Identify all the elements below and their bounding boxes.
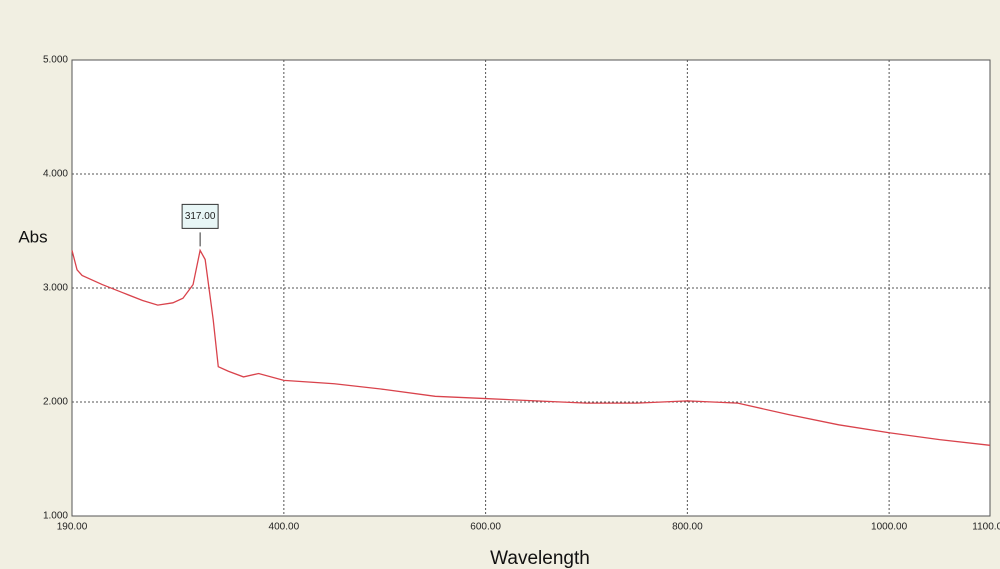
x-tick-label: 190.00 [57, 522, 88, 533]
x-tick-label: 1000.00 [871, 522, 908, 533]
y-tick-label: 5.000 [43, 55, 68, 66]
x-tick-label: 800.00 [672, 522, 703, 533]
y-tick-label: 2.000 [43, 397, 68, 408]
y-tick-label: 1.000 [43, 511, 68, 522]
y-tick-label: 3.000 [43, 283, 68, 294]
annotation-box [181, 203, 219, 229]
x-tick-label: 1100.00 [972, 522, 1000, 533]
x-axis-label: Wavelength [490, 548, 590, 569]
x-tick-label: 400.00 [269, 522, 300, 533]
y-tick-label: 4.000 [43, 169, 68, 180]
y-axis-label: Abs [18, 227, 47, 246]
data-line [71, 248, 991, 446]
annotation-label: 317.00 [185, 211, 216, 222]
x-tick-label: 600.00 [470, 522, 501, 533]
